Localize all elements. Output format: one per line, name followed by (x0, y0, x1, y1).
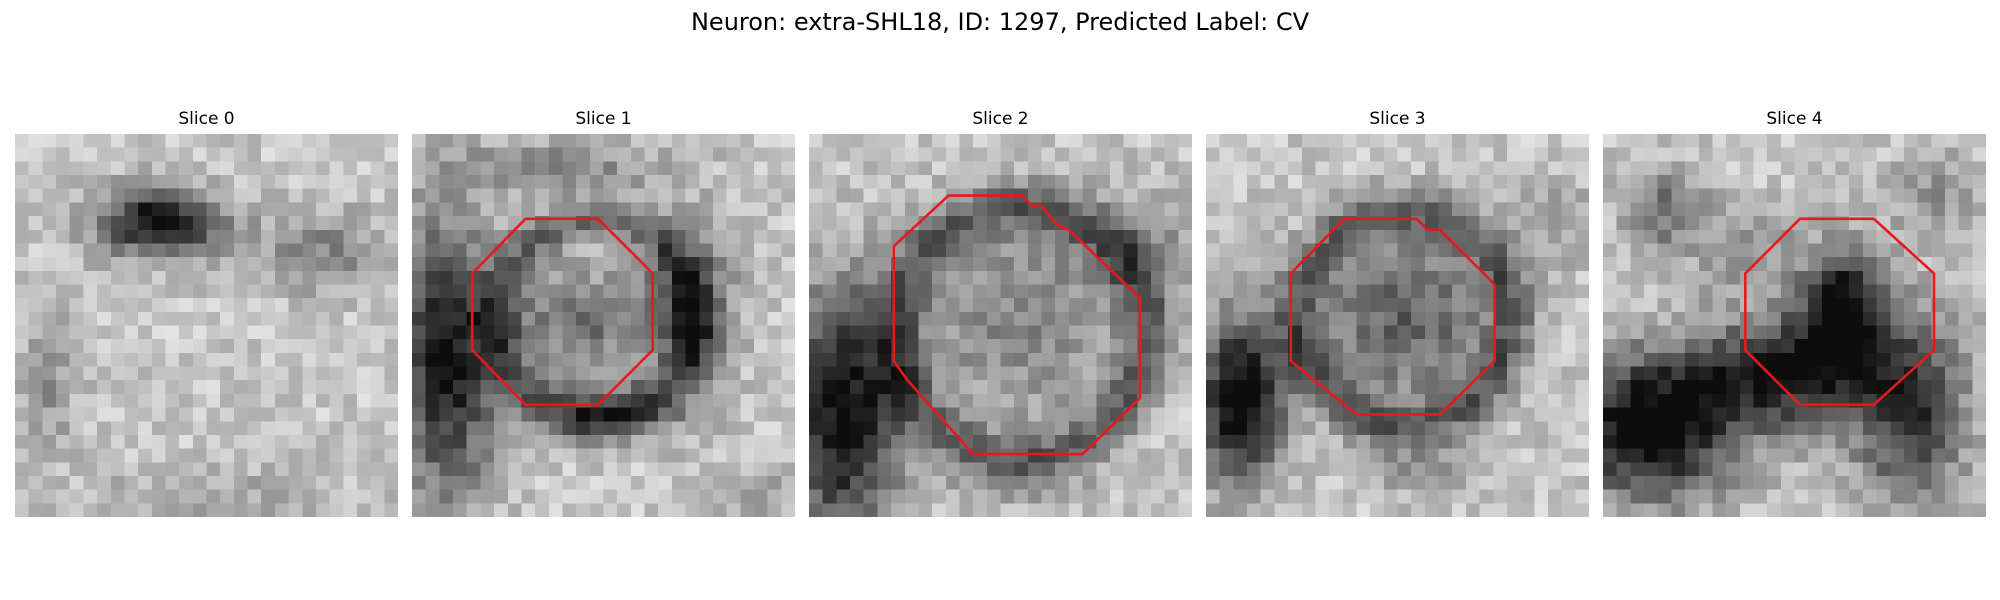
slice-image (1603, 134, 1986, 517)
figure-title: Neuron: extra-SHL18, ID: 1297, Predicted… (690, 8, 1310, 36)
roi-outline (1744, 217, 1936, 407)
slice-pixel-grid (412, 134, 795, 517)
slice-pixel-grid (15, 134, 398, 517)
slice-title: Slice 3 (1369, 109, 1426, 129)
slice-panel-3: Slice 3 (1206, 108, 1589, 517)
slice-panel-4: Slice 4 (1603, 108, 1986, 517)
roi-outline (892, 194, 1142, 456)
slice-image (15, 134, 398, 517)
slice-title: Slice 0 (178, 109, 235, 129)
slice-image (1206, 134, 1589, 517)
slice-pixel-grid (1206, 134, 1589, 517)
slice-panel-1: Slice 1 (412, 108, 795, 517)
roi-outline (470, 217, 654, 407)
slice-title: Slice 2 (972, 109, 1029, 129)
slice-panel-0: Slice 0 (15, 108, 398, 517)
slice-pixel-grid (809, 134, 1192, 517)
slice-title: Slice 1 (575, 109, 632, 129)
slice-panel-2: Slice 2 (809, 108, 1192, 517)
slice-title: Slice 4 (1766, 109, 1823, 129)
slice-pixel-grid (1603, 134, 1986, 517)
slice-image (412, 134, 795, 517)
roi-outline (1289, 217, 1496, 416)
slice-image (809, 134, 1192, 517)
